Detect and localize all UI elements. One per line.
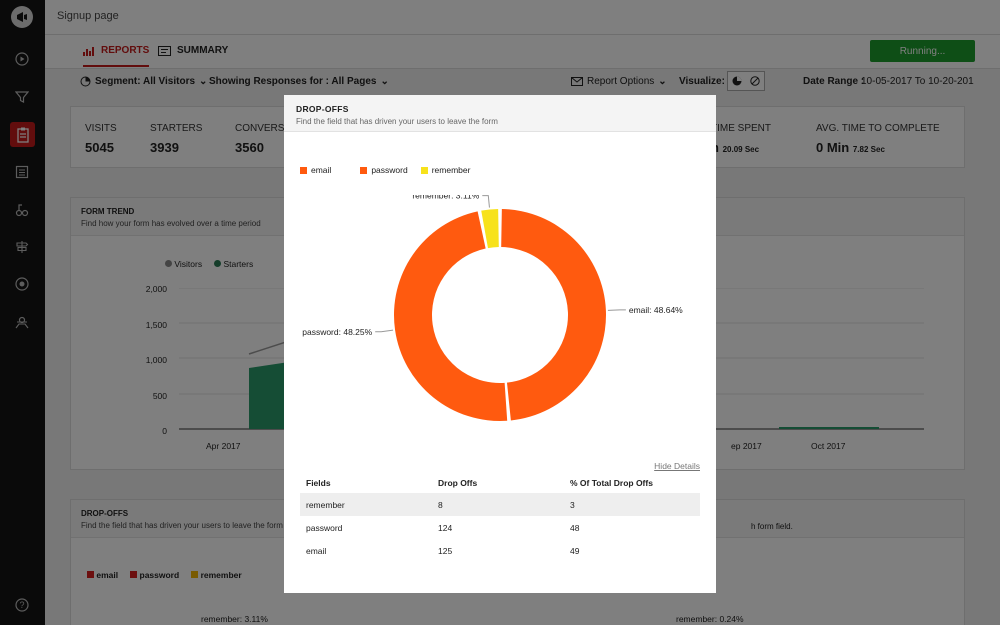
legend-item-remember[interactable]: remember: [420, 165, 471, 175]
legend-label: password: [371, 165, 408, 175]
table-cell: 3: [564, 493, 700, 516]
legend-label: email: [311, 165, 332, 175]
donut-slice-email[interactable]: [501, 209, 606, 421]
legend-swatch: [360, 166, 368, 174]
dropoffs-table: Fields Drop Offs % Of Total Drop Offs re…: [300, 473, 700, 562]
label-leader-line: [607, 309, 626, 311]
table-cell: 49: [570, 545, 580, 556]
table-cell: 124: [438, 522, 453, 533]
donut-slice-remember[interactable]: [481, 209, 499, 249]
table-cell: 8: [432, 493, 564, 516]
label-leader-line: [375, 329, 394, 333]
table-cell: remember: [300, 493, 432, 516]
donut-slice-password[interactable]: [394, 211, 508, 421]
table-header-row: Fields Drop Offs % Of Total Drop Offs: [300, 473, 700, 493]
hide-details-link[interactable]: Hide Details: [654, 461, 700, 471]
column-header: Fields: [306, 478, 331, 488]
column-header: Drop Offs: [438, 478, 478, 488]
legend-swatch: [300, 166, 307, 174]
legend-swatch: [420, 166, 428, 174]
column-header: % Of Total Drop Offs: [570, 478, 653, 488]
label-leader-line: [482, 195, 490, 208]
legend-label: remember: [431, 165, 471, 175]
data-label-password: password: 48.25%: [302, 327, 372, 337]
table-cell: password: [306, 522, 343, 533]
modal-header: DROP-OFFS Find the field that has driven…: [284, 95, 716, 132]
modal-subtitle: Find the field that has driven your user…: [296, 117, 498, 126]
table-row: password 124 48: [300, 516, 700, 539]
table-cell: 48: [570, 522, 580, 533]
table-cell: email: [306, 545, 327, 556]
dropoffs-donut-chart: email: 48.64% password: 48.25% remember: 3…: [302, 195, 683, 421]
dropoffs-modal: DROP-OFFS Find the field that has driven…: [284, 95, 716, 593]
modal-title: DROP-OFFS: [296, 104, 349, 114]
legend-item-email[interactable]: email: [300, 165, 331, 175]
table-row: email 125 49: [300, 539, 700, 562]
data-label-remember: remember: 3.11%: [412, 195, 479, 201]
legend-item-password[interactable]: password: [360, 165, 408, 175]
data-label-email: email: 48.64%: [629, 305, 683, 315]
table-row: remember 8 3: [300, 493, 700, 516]
chart-legend: email password remember: [300, 165, 470, 175]
table-cell: 125: [438, 545, 453, 556]
